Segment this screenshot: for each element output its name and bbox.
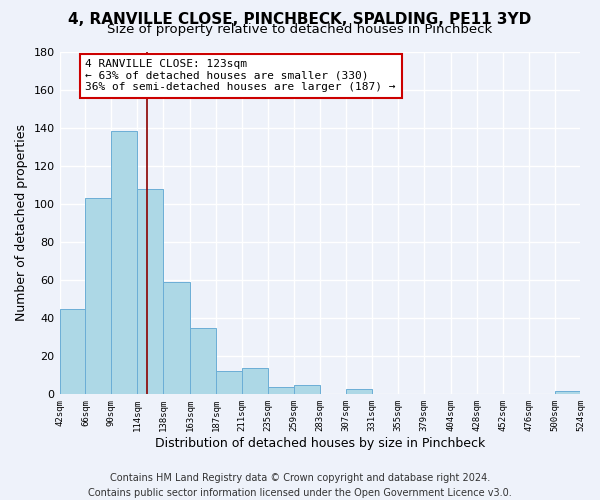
- Bar: [554, 390, 581, 394]
- Bar: [346, 388, 372, 394]
- Text: Contains HM Land Registry data © Crown copyright and database right 2024.
Contai: Contains HM Land Registry data © Crown c…: [88, 472, 512, 498]
- Bar: [242, 368, 268, 394]
- Bar: [190, 328, 216, 394]
- Bar: [216, 372, 242, 394]
- X-axis label: Distribution of detached houses by size in Pinchbeck: Distribution of detached houses by size …: [155, 437, 485, 450]
- Text: Size of property relative to detached houses in Pinchbeck: Size of property relative to detached ho…: [107, 22, 493, 36]
- Bar: [112, 132, 137, 394]
- Bar: [268, 386, 294, 394]
- Bar: [163, 282, 190, 395]
- Bar: [294, 385, 320, 394]
- Bar: [59, 308, 85, 394]
- Bar: [85, 198, 112, 394]
- Y-axis label: Number of detached properties: Number of detached properties: [15, 124, 28, 322]
- Bar: [137, 188, 163, 394]
- Text: 4 RANVILLE CLOSE: 123sqm
← 63% of detached houses are smaller (330)
36% of semi-: 4 RANVILLE CLOSE: 123sqm ← 63% of detach…: [85, 59, 396, 92]
- Text: 4, RANVILLE CLOSE, PINCHBECK, SPALDING, PE11 3YD: 4, RANVILLE CLOSE, PINCHBECK, SPALDING, …: [68, 12, 532, 28]
